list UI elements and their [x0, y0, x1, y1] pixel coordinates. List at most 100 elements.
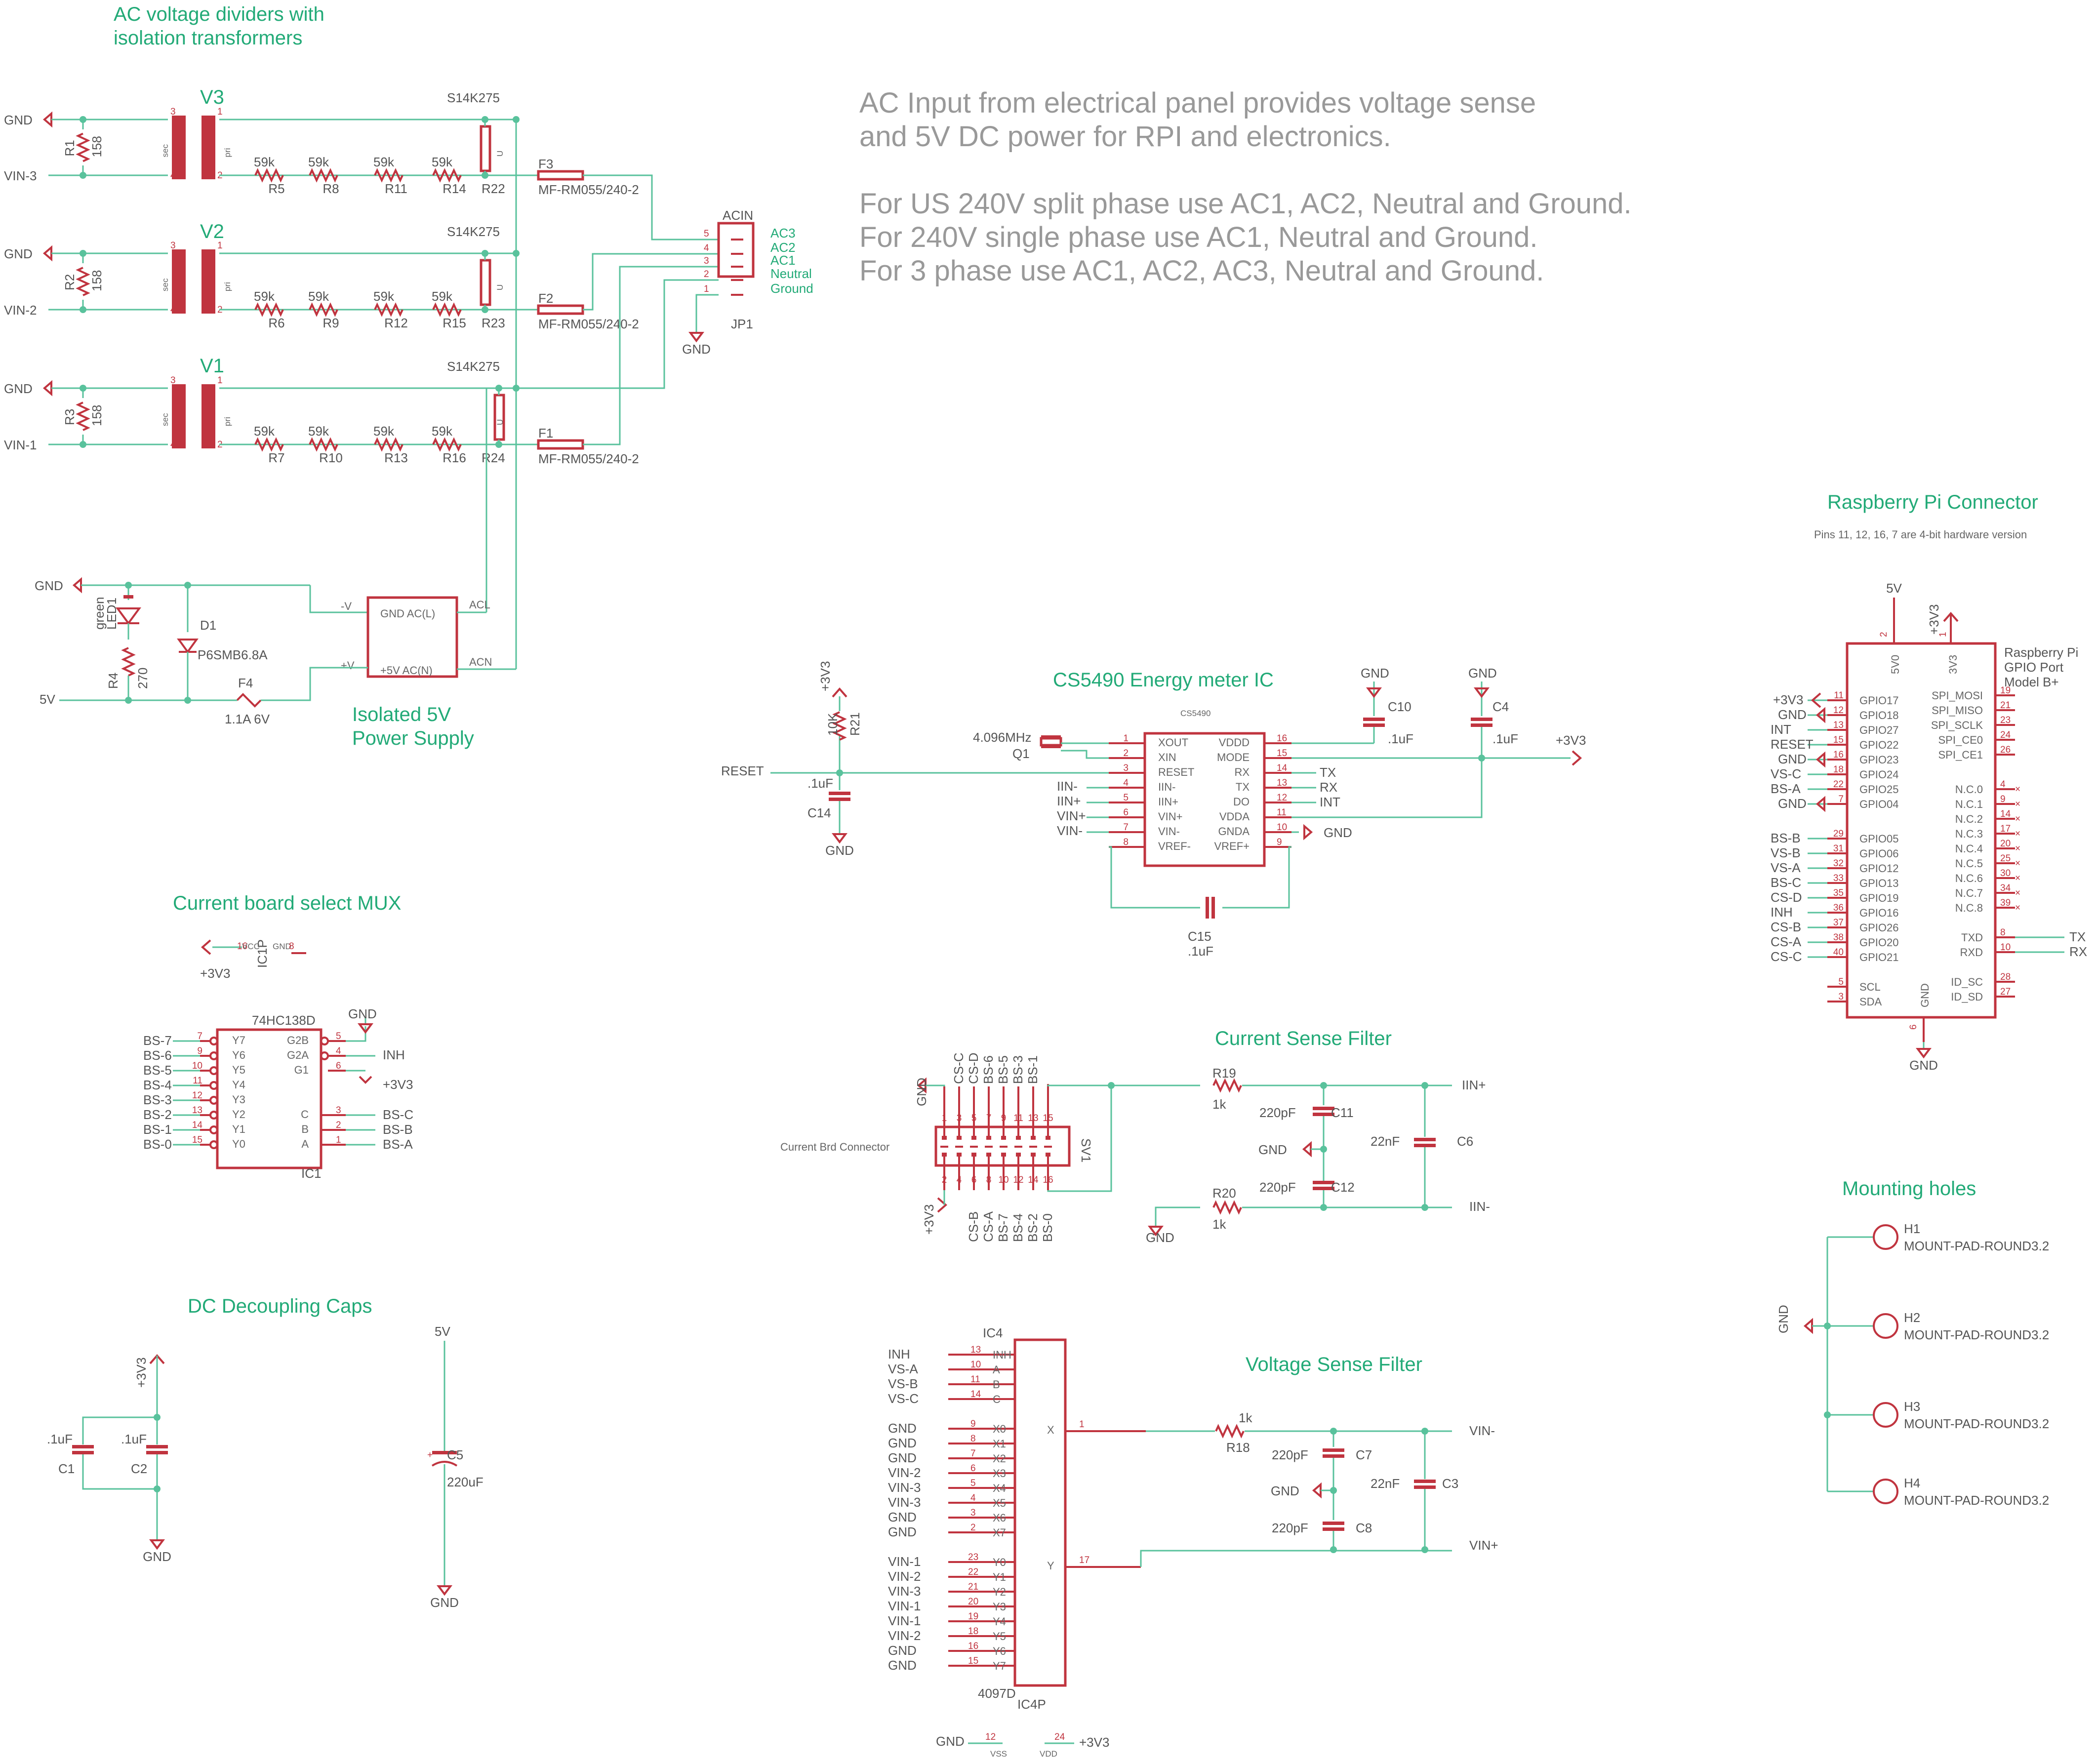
ref-label: R23	[482, 316, 505, 330]
pin-name: GPIO04	[1859, 798, 1898, 810]
pin-number: 34	[2000, 883, 2011, 893]
gnd-label: GND	[4, 246, 33, 261]
net-label: BS-4	[143, 1078, 172, 1092]
pin-name: GPIO25	[1859, 783, 1898, 796]
pin-number: 14	[1028, 1175, 1039, 1185]
ref-label: R20	[1212, 1186, 1236, 1201]
hole-ref: H2	[1904, 1310, 1920, 1325]
ac1-wire	[583, 266, 719, 445]
ref-label: R19	[1212, 1066, 1236, 1081]
gnd-label: GND	[35, 578, 63, 593]
ref-label: R10	[319, 450, 343, 465]
pin-number: 5	[704, 229, 709, 239]
pin-number: 15	[1833, 735, 1844, 745]
pin-number: 8	[2000, 927, 2006, 938]
gnd-label: GND	[1778, 707, 1807, 722]
gnd-label: GND	[1146, 1230, 1174, 1245]
resistor-R5	[254, 168, 284, 183]
pin-name: VIN+	[1158, 810, 1183, 823]
pin-name: GPIO26	[1859, 922, 1898, 934]
ref-label: R18	[1226, 1440, 1250, 1455]
pin-name: Y6	[232, 1049, 245, 1061]
gnd-label: GND	[1271, 1483, 1299, 1498]
pin-number: 9	[1277, 837, 1282, 847]
pin-number: 8	[1123, 837, 1129, 847]
ref-label: C3	[1442, 1476, 1458, 1491]
pin-number: 26	[2000, 745, 2011, 755]
pin-name: TX	[1236, 781, 1250, 793]
pin-name: Y0	[993, 1556, 1006, 1568]
pin-pad	[1046, 1136, 1050, 1140]
wire	[309, 585, 368, 613]
ref-label: R3	[62, 409, 77, 425]
pin-number: 2	[336, 1120, 341, 1130]
pin-pad	[957, 1153, 962, 1157]
acin-ref: JP1	[731, 317, 753, 331]
pin-name: Y2	[232, 1108, 245, 1121]
pin-name: G2B	[287, 1034, 309, 1046]
ic4-power-label: IC4P	[1017, 1697, 1046, 1712]
ref-label: C5	[447, 1447, 463, 1462]
pin-name: Y3	[993, 1601, 1006, 1613]
heading-current-filter: Current Sense Filter	[1215, 1028, 1392, 1049]
pin-pad	[1031, 1136, 1036, 1140]
pin-name: Y	[1047, 1560, 1054, 1572]
gnd-label: GND	[1909, 1058, 1938, 1073]
net-label: RX	[1320, 780, 1337, 795]
net-label: CS-B	[1771, 920, 1801, 934]
pin-name: Y5	[232, 1064, 245, 1076]
ref-label: C15	[1188, 929, 1211, 944]
pin-name: G2A	[287, 1049, 309, 1061]
acin-title: ACIN	[723, 208, 753, 223]
net-label: GND	[888, 1421, 917, 1436]
u-label: U	[495, 419, 505, 425]
pin-number: 3	[1838, 992, 1844, 1002]
wire	[1109, 846, 1200, 909]
pin-name: C	[301, 1108, 309, 1121]
pin-name: VDDD	[1219, 736, 1250, 749]
pin-name: GPIO27	[1859, 724, 1898, 736]
pin-number: 32	[1833, 858, 1844, 869]
vin-label: VIN-1	[4, 438, 37, 452]
net-label: VIN-3	[888, 1584, 921, 1599]
pin-number: 7	[1838, 794, 1844, 804]
net-label: VIN+	[1057, 808, 1086, 823]
value-label: P6SMB6.8A	[198, 647, 268, 662]
pin-name: X0	[993, 1423, 1006, 1435]
pin-number: 19	[2000, 685, 2011, 696]
gnd-label: GND	[682, 342, 711, 357]
ic1p-label: IC1P	[255, 939, 270, 968]
supply-arrow-icon	[1811, 692, 1821, 708]
pin-name: Y2	[993, 1586, 1006, 1598]
capacitor-C6	[1414, 1144, 1436, 1147]
pin-name: XIN	[1158, 751, 1176, 763]
ground-left-icon	[42, 380, 52, 397]
ref-label: R22	[482, 181, 505, 196]
vdd-label: VDD	[1040, 1749, 1057, 1759]
pin-name: Y3	[232, 1093, 245, 1106]
supply-label: +3V3	[383, 1077, 413, 1092]
resistor-R14	[432, 168, 462, 183]
pin-number: 4	[704, 243, 709, 253]
pin-number: 13	[192, 1105, 202, 1116]
pin-name: N.C.4	[1955, 842, 1983, 855]
nc-mark: ×	[2015, 784, 2020, 795]
junction	[1824, 1323, 1831, 1329]
pin-number: 2	[1879, 632, 1889, 637]
ref-label: R7	[268, 450, 284, 465]
net-label: VIN-3	[888, 1480, 921, 1495]
pin-number: 15	[968, 1656, 978, 1666]
capacitor-C10	[1363, 723, 1385, 727]
pin-name: N.C.8	[1955, 902, 1983, 914]
diode-icon	[177, 639, 199, 654]
inversion-bubble	[209, 1037, 218, 1045]
capacitor-C4	[1471, 723, 1492, 727]
resistor-R19	[1212, 1078, 1242, 1093]
nc-mark: ×	[2015, 799, 2020, 809]
supply-label: +3V3	[922, 1204, 936, 1235]
pin-name: GND	[1919, 983, 1931, 1007]
pin-name: N.C.5	[1955, 857, 1983, 870]
wire	[1291, 758, 1483, 818]
ground-left-icon	[1803, 1318, 1813, 1334]
resistor-R4	[121, 647, 136, 677]
